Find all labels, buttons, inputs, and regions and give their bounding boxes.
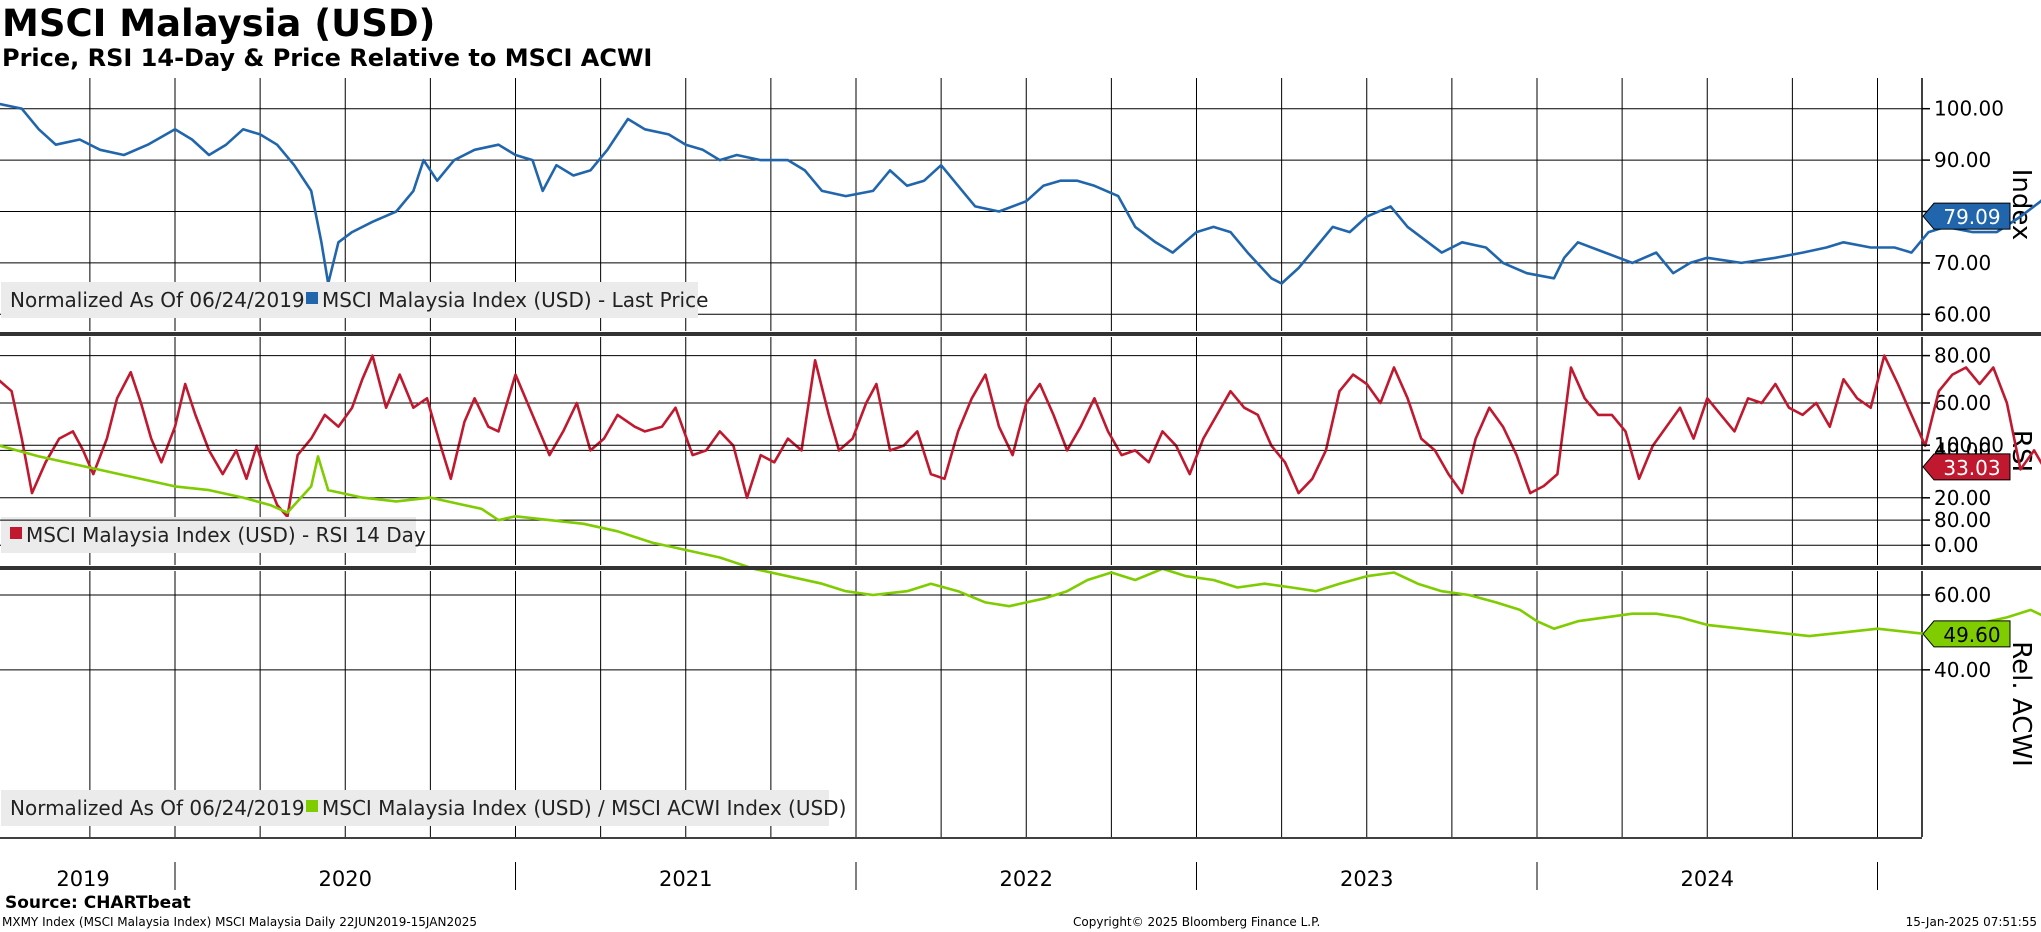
y-axis-label: Rel. ACWI	[2006, 641, 2036, 767]
y-tick-label: 100.00	[1934, 433, 2004, 457]
legend-series-name: MSCI Malaysia Index (USD) - Last Price	[322, 288, 708, 312]
copyright-notice: Copyright© 2025 Bloomberg Finance L.P.	[1073, 915, 1321, 929]
x-tick-label: 2019	[56, 867, 109, 890]
source-label: Source: CHARTbeat	[5, 893, 191, 913]
series-line-rsi	[0, 354, 2041, 519]
y-tick-label: 20.00	[1934, 486, 1991, 510]
x-tick-label: 2024	[1681, 867, 1734, 890]
y-tick-label: 80.00	[1934, 344, 1991, 368]
legend-swatch	[10, 527, 22, 539]
series-line-relative	[0, 444, 2041, 638]
legend-box	[1, 790, 829, 826]
y-tick-label: 70.00	[1934, 251, 1991, 275]
y-tick-label: 90.00	[1934, 148, 1991, 172]
y-axis-label: RSI	[2006, 430, 2036, 472]
legend-box	[1, 282, 698, 318]
legend-series-name: MSCI Malaysia Index (USD) / MSCI ACWI In…	[322, 796, 846, 820]
last-value-label: 79.09	[1943, 205, 2000, 229]
timestamp: 15-Jan-2025 07:51:55	[1905, 915, 2037, 929]
legend-swatch	[306, 800, 318, 812]
y-tick-label: 80.00	[1934, 508, 1991, 532]
legend-swatch	[306, 292, 318, 304]
legend-series-name: MSCI Malaysia Index (USD) - RSI 14 Day	[26, 523, 426, 547]
last-value-label: 49.60	[1943, 623, 2000, 647]
y-axis-label: Index	[2006, 169, 2036, 241]
y-tick-label: 100.00	[1934, 97, 2004, 121]
y-tick-label: 60.00	[1934, 391, 1991, 415]
ticker-info: MXMY Index (MSCI Malaysia Index) MSCI Ma…	[2, 915, 477, 929]
x-tick-label: 2022	[1000, 867, 1053, 890]
grid-lines	[89, 78, 1878, 837]
legend-prefix: Normalized As Of 06/24/2019	[10, 796, 305, 820]
last-value-tag	[1922, 202, 2011, 230]
x-axis: 2019 2020 2021 2022 2023 2024	[0, 837, 1922, 890]
y-tick-label: 0.00	[1934, 533, 1979, 557]
last-value-tag	[1922, 620, 2011, 648]
chart-title: MSCI Malaysia (USD)	[2, 2, 436, 45]
panel-price: 100.0090.0080.0070.0060.00Index79.09Norm…	[0, 78, 2041, 331]
x-tick-label: 2023	[1340, 867, 1393, 890]
y-tick-label: 60.00	[1934, 583, 1991, 607]
x-tick-label: 2021	[659, 867, 712, 890]
legend-prefix: Normalized As Of 06/24/2019	[10, 288, 305, 312]
legend-box	[1, 517, 416, 553]
last-value-label: 33.03	[1943, 456, 2000, 480]
y-tick-label: 60.00	[1934, 302, 1991, 326]
x-tick-label: 2020	[319, 867, 372, 890]
chart-subtitle: Price, RSI 14-Day & Price Relative to MS…	[2, 44, 653, 72]
last-value-tag	[1922, 453, 2011, 481]
series-line-price	[0, 102, 2041, 285]
y-tick-label: 40.00	[1934, 658, 1991, 682]
